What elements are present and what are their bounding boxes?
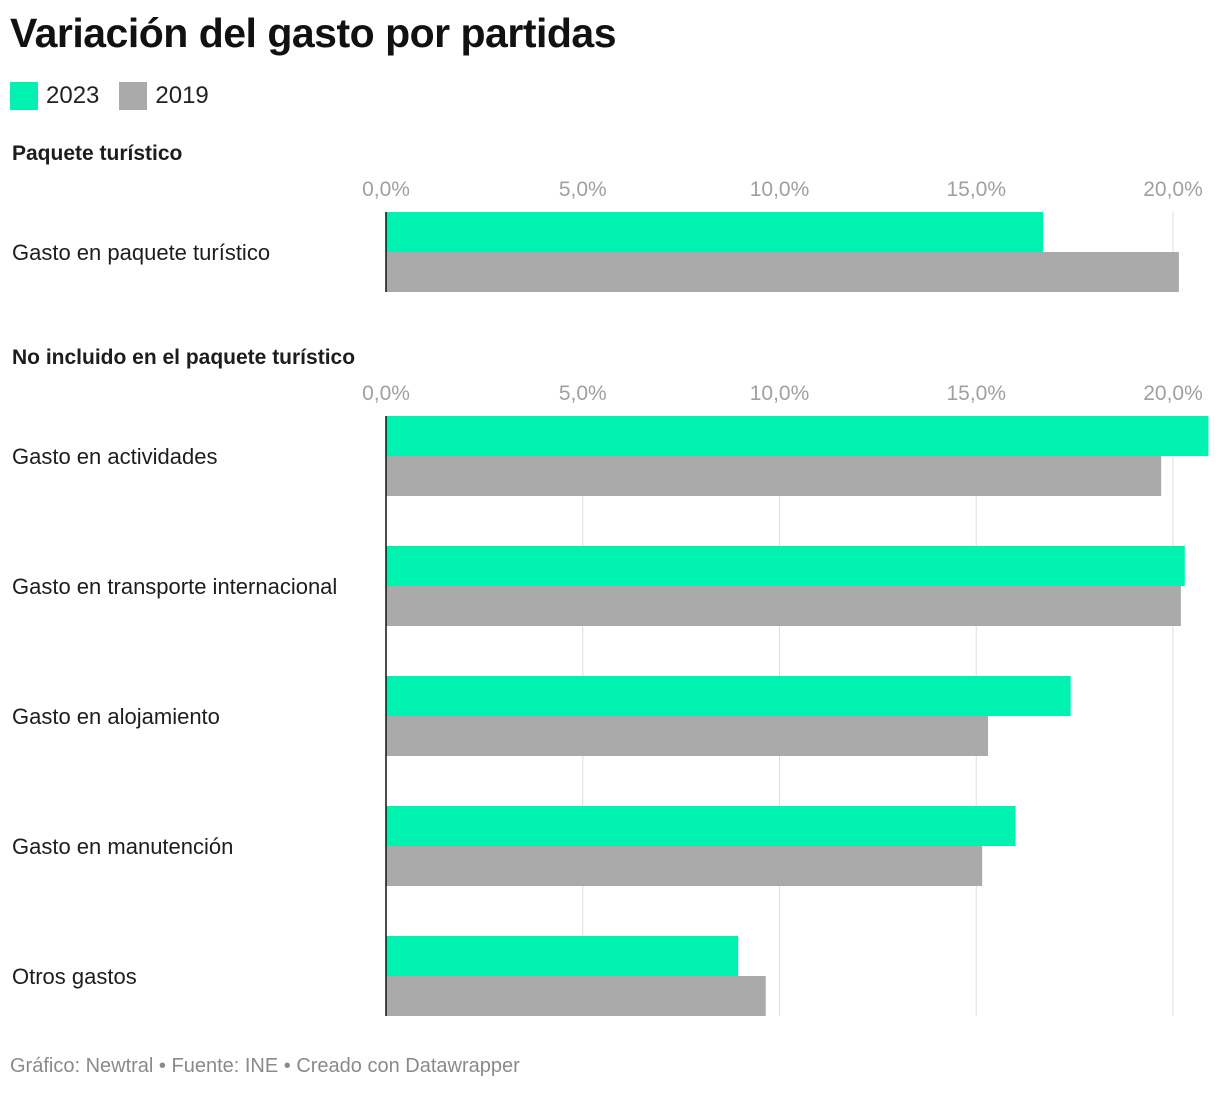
legend-label-2019: 2019	[155, 82, 209, 109]
x-tick-label: 15,0%	[946, 382, 1006, 405]
legend-item-2023: 2023	[10, 82, 99, 110]
x-tick-label: 15,0%	[946, 178, 1006, 201]
bar-2019	[386, 976, 766, 1016]
group-header: Paquete turístico	[12, 142, 182, 165]
x-tick-label: 20,0%	[1143, 382, 1203, 405]
legend-item-2019: 2019	[119, 82, 209, 110]
chart-title: Variación del gasto por partidas	[10, 10, 617, 56]
x-tick-label: 5,0%	[559, 178, 607, 201]
bar-chart: Paquete turístico 0,0% 5,0% 10,0% 15,0% 20,0%…	[12, 142, 1209, 1016]
legend-label-2023: 2023	[46, 82, 100, 109]
x-tick-label: 0,0%	[362, 178, 410, 201]
x-tick-label: 10,0%	[750, 178, 810, 201]
bar-2023	[386, 936, 739, 976]
bar-2019	[386, 846, 983, 886]
legend: 2023 2019	[10, 82, 209, 110]
category-label: Gasto en actividades	[12, 444, 217, 469]
bar-2023	[386, 806, 1016, 846]
bar-2019	[386, 252, 1179, 292]
bar-2023	[386, 676, 1071, 716]
x-tick-label: 10,0%	[750, 382, 810, 405]
bar-2023	[386, 212, 1044, 252]
bar-2019	[386, 586, 1181, 626]
bar-2023	[386, 416, 1209, 456]
legend-swatch-2019	[119, 82, 148, 110]
bar-2023	[386, 546, 1185, 586]
legend-swatch-2023	[10, 82, 38, 110]
category-label: Otros gastos	[12, 964, 137, 989]
group-header: No incluido en el paquete turístico	[12, 346, 355, 369]
x-tick-label: 0,0%	[362, 382, 410, 405]
category-label: Gasto en paquete turístico	[12, 240, 270, 265]
category-label: Gasto en transporte internacional	[12, 574, 337, 599]
bar-2019	[386, 716, 989, 756]
bar-2019	[386, 456, 1162, 496]
x-tick-label: 20,0%	[1143, 178, 1203, 201]
category-label: Gasto en alojamiento	[12, 704, 220, 729]
category-label: Gasto en manutención	[12, 834, 233, 859]
chart-footer: Gráfico: Newtral • Fuente: INE • Creado …	[10, 1055, 520, 1077]
x-tick-label: 5,0%	[559, 382, 607, 405]
